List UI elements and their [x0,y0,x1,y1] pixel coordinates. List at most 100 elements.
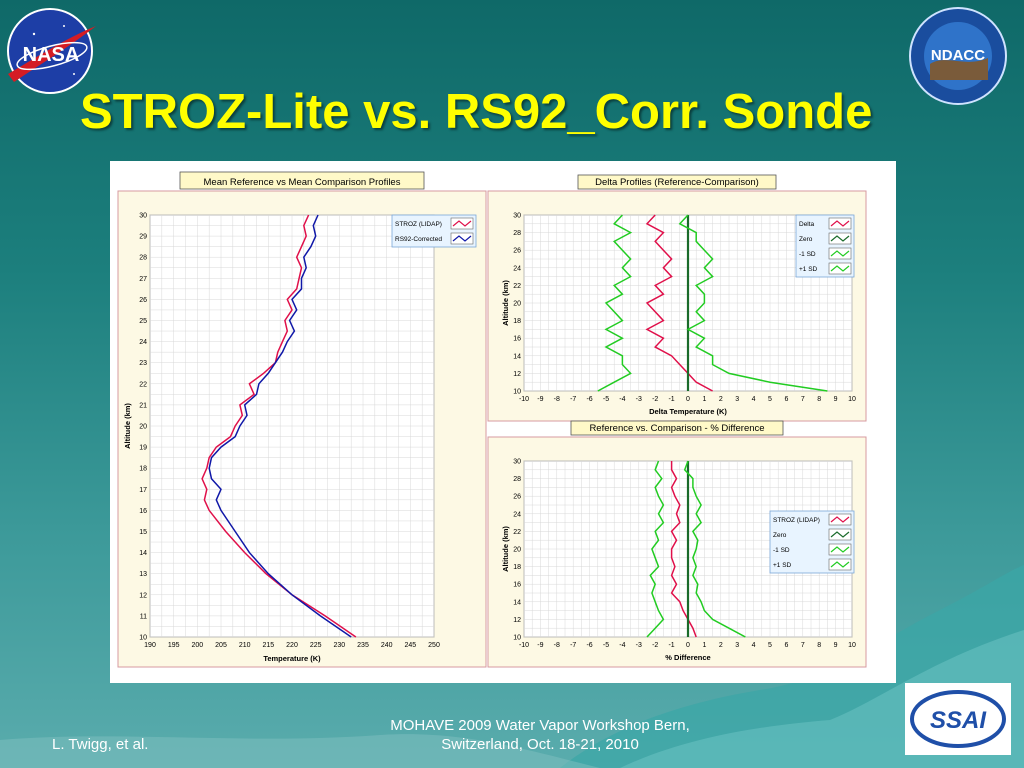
legend-swatch-line [830,265,850,272]
x-tick-label: 195 [168,642,180,649]
legend-label: +1 SD [799,266,818,273]
legend-label: STROZ (LIDAP) [395,221,442,228]
x-tick-label: -4 [619,396,625,403]
legend-swatch-line [830,235,850,242]
x-tick-label: 235 [357,642,369,649]
x-tick-label: 6 [784,396,788,403]
chart-title-box [570,420,784,436]
x-axis-label: Delta Temperature (K) [649,407,727,416]
y-tick-label: 26 [139,297,147,304]
x-tick-label: 0 [686,396,690,403]
x-tick-label: 4 [752,396,756,403]
legend-label: RS92-Corrected [395,236,442,243]
chart-2: Delta Profiles (Reference-Comparison) -10… [487,174,867,422]
x-tick-label: 205 [215,642,227,649]
chart-title: Delta Profiles (Reference-Comparison) [595,177,759,188]
x-tick-label: 1 [702,642,706,649]
legend-swatch-line [452,235,472,242]
legend-label: -1 SD [773,547,790,554]
x-tick-label: 4 [752,642,756,649]
x-tick-label: -8 [554,642,560,649]
y-tick-label: 11 [140,613,147,620]
x-tick-label: -3 [636,396,642,403]
y-tick-label: 15 [139,529,147,536]
legend-label: Delta [799,221,815,228]
x-tick-label: -1 [668,642,674,649]
chart-title: Reference vs. Comparison - % Difference [589,423,764,434]
y-tick-label: 22 [513,529,521,536]
y-tick-label: 28 [513,230,521,237]
legend-label: Zero [799,236,813,243]
chart-1: Mean Reference vs Mean Comparison Profil… [117,171,487,668]
y-tick-label: 16 [513,336,521,343]
chart-panel: Mean Reference vs Mean Comparison Profil… [110,161,896,683]
ndacc-logo-text: NDACC [931,47,985,64]
y-tick-label: 16 [139,508,147,515]
ndacc-logo: NDACC [909,7,1007,105]
x-tick-label: 8 [817,396,821,403]
x-tick-label: 10 [848,396,856,403]
y-tick-label: 27 [139,276,147,283]
x-tick-label: -10 [519,642,529,649]
chart-title-box [179,171,425,190]
y-tick-label: 20 [513,547,521,554]
x-tick-label: 225 [310,642,322,649]
x-tick-label: 10 [848,642,856,649]
x-tick-label: -2 [652,642,658,649]
x-axis-label: Temperature (K) [263,654,321,663]
x-tick-label: 2 [719,642,723,649]
x-tick-label: 3 [735,642,739,649]
legend-label: Zero [773,532,787,539]
x-tick-label: -7 [570,396,576,403]
nasa-logo-text: NASA [23,44,80,66]
y-tick-label: 18 [513,318,521,325]
x-tick-label: -6 [586,642,592,649]
x-tick-label: 6 [784,642,788,649]
y-tick-label: 16 [513,582,521,589]
y-tick-label: 24 [513,265,521,272]
ssai-logo: SSAI [905,683,1011,755]
y-tick-label: 12 [513,371,521,378]
x-tick-label: 200 [191,642,203,649]
series-line-delta [645,214,713,392]
footer-event-line2: Switzerland, Oct. 18-21, 2010 [441,736,639,753]
y-tick-label: 30 [513,213,521,220]
x-tick-label: -10 [519,396,529,403]
x-tick-label: 220 [286,642,298,649]
y-tick-label: 25 [139,318,147,325]
y-tick-label: 22 [513,283,521,290]
y-tick-label: 23 [139,360,147,367]
x-tick-label: 3 [735,396,739,403]
legend-swatch-line [452,220,472,227]
x-tick-label: 8 [817,642,821,649]
x-tick-label: 215 [262,642,274,649]
y-tick-label: 10 [513,389,521,396]
legend-swatch-line [830,250,850,257]
x-tick-label: -8 [554,396,560,403]
y-tick-label: 26 [513,494,521,501]
chart-title-box [577,174,777,190]
y-tick-label: 10 [139,635,147,642]
legend-label: STROZ (LIDAP) [773,517,820,524]
y-tick-label: 21 [139,402,147,409]
x-tick-label: 5 [768,642,772,649]
legend-swatch-line [830,546,850,553]
y-axis-label: Altitude (km) [501,526,510,572]
y-tick-label: 19 [139,445,147,452]
x-tick-label: 7 [801,396,805,403]
x-tick-label: 240 [381,642,393,649]
y-tick-label: 10 [513,635,521,642]
series-line--1-sd [597,214,633,392]
x-tick-label: 2 [719,396,723,403]
x-tick-label: 7 [801,642,805,649]
x-tick-label: 210 [239,642,251,649]
series-line-stroz-lidap- [670,461,697,638]
x-tick-label: -2 [652,396,658,403]
legend-swatch-line [830,516,850,523]
x-tick-label: -4 [619,642,625,649]
x-tick-label: 9 [834,642,838,649]
legend-swatch-line [830,220,850,227]
y-tick-label: 28 [139,255,147,262]
legend-swatch-line [830,531,850,538]
y-tick-label: 24 [139,339,147,346]
